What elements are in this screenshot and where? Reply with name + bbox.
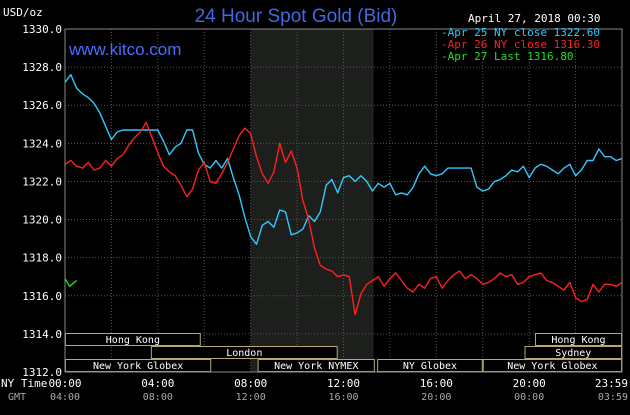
session-label: Hong Kong [551, 335, 605, 346]
x-tick-label-gmt: 16:00 [328, 392, 358, 403]
legend-entry: -Apr 26 NY close 1316.30 [441, 38, 600, 51]
session-label: Hong Kong [106, 335, 160, 346]
session-bar: Hong Kong [534, 333, 622, 346]
legend-entry: -Apr 25 NY close 1322.60 [441, 26, 600, 39]
y-tick-label: 1330.0 [22, 23, 62, 36]
series-layer [64, 73, 623, 316]
session-label: New York Globex [93, 361, 183, 372]
x-tick-label-ny: 12:00 [327, 377, 360, 390]
x-tick-label-gmt: 12:00 [236, 392, 266, 403]
session-label: Sydney [555, 348, 591, 359]
session-label: NY Globex [403, 361, 457, 372]
series-line-apr-25 [64, 73, 623, 246]
ny-hours-band [250, 29, 374, 372]
x-tick-label-ny: 08:00 [234, 377, 267, 390]
session-layer: Hong Kong London New York Globex New York N… [65, 333, 623, 372]
units-label: USD/oz [3, 6, 43, 19]
highlight-layer [250, 29, 374, 372]
x-tick-label-gmt: 08:00 [143, 392, 173, 403]
session-bar: New York NYMEX [257, 359, 375, 372]
plot-frame [64, 28, 623, 373]
chart-title: 24 Hour Spot Gold (Bid) [195, 6, 398, 27]
session-bar: New York Globex [65, 359, 212, 372]
y-tick-label: 1312.0 [22, 366, 62, 379]
x-axis: 00:00 04:00 04:00 08:00 08:00 12:00 12:00 16:00… [48, 377, 628, 403]
session-bar: London [150, 346, 338, 359]
watermark: www.kitco.com [68, 40, 181, 59]
ny-time-label: NY Time [1, 377, 47, 390]
x-tick-label-gmt: 03:59 [598, 392, 628, 403]
legend-entry: -Apr 27 Last 1316.80 [441, 50, 573, 63]
x-tick-label-ny: 04:00 [141, 377, 174, 390]
x-tick-label-ny: 16:00 [420, 377, 453, 390]
session-label: New York Globex [507, 361, 597, 372]
grid-layer [64, 28, 623, 373]
gmt-label: GMT [8, 392, 26, 403]
x-tick-label-ny: 00:00 [48, 377, 81, 390]
x-tick-label-ny: 20:00 [513, 377, 546, 390]
session-bar: NY Globex [377, 359, 483, 372]
x-tick-label-gmt: 04:00 [50, 392, 80, 403]
session-label: New York NYMEX [274, 361, 358, 372]
series-line-apr-27 [64, 278, 78, 287]
series-line-apr-26 [64, 121, 623, 316]
session-bar: New York Globex [482, 359, 622, 372]
y-tick-label: 1324.0 [22, 137, 62, 150]
x-tick-label-ny: 23:59 [595, 377, 628, 390]
y-tick-label: 1318.0 [22, 252, 62, 265]
x-tick-label-gmt: 00:00 [514, 392, 544, 403]
y-tick-label: 1320.0 [22, 214, 62, 227]
y-axis: 1312.0 1314.0 1316.0 1318.0 1320.0 1322.0 1324… [22, 23, 62, 379]
session-box [150, 346, 338, 359]
y-tick-label: 1316.0 [22, 290, 62, 303]
session-bar: Sydney [524, 346, 623, 359]
y-tick-label: 1328.0 [22, 61, 62, 74]
y-tick-label: 1326.0 [22, 99, 62, 112]
x-tick-label-gmt: 20:00 [421, 392, 451, 403]
y-tick-label: 1314.0 [22, 328, 62, 341]
y-tick-label: 1322.0 [22, 175, 62, 188]
legend: -Apr 25 NY close 1322.60-Apr 26 NY close… [441, 26, 600, 63]
session-bar: Hong Kong [65, 333, 201, 346]
session-label: London [226, 348, 262, 359]
chart-datetime: April 27, 2018 00:30 [468, 12, 600, 25]
